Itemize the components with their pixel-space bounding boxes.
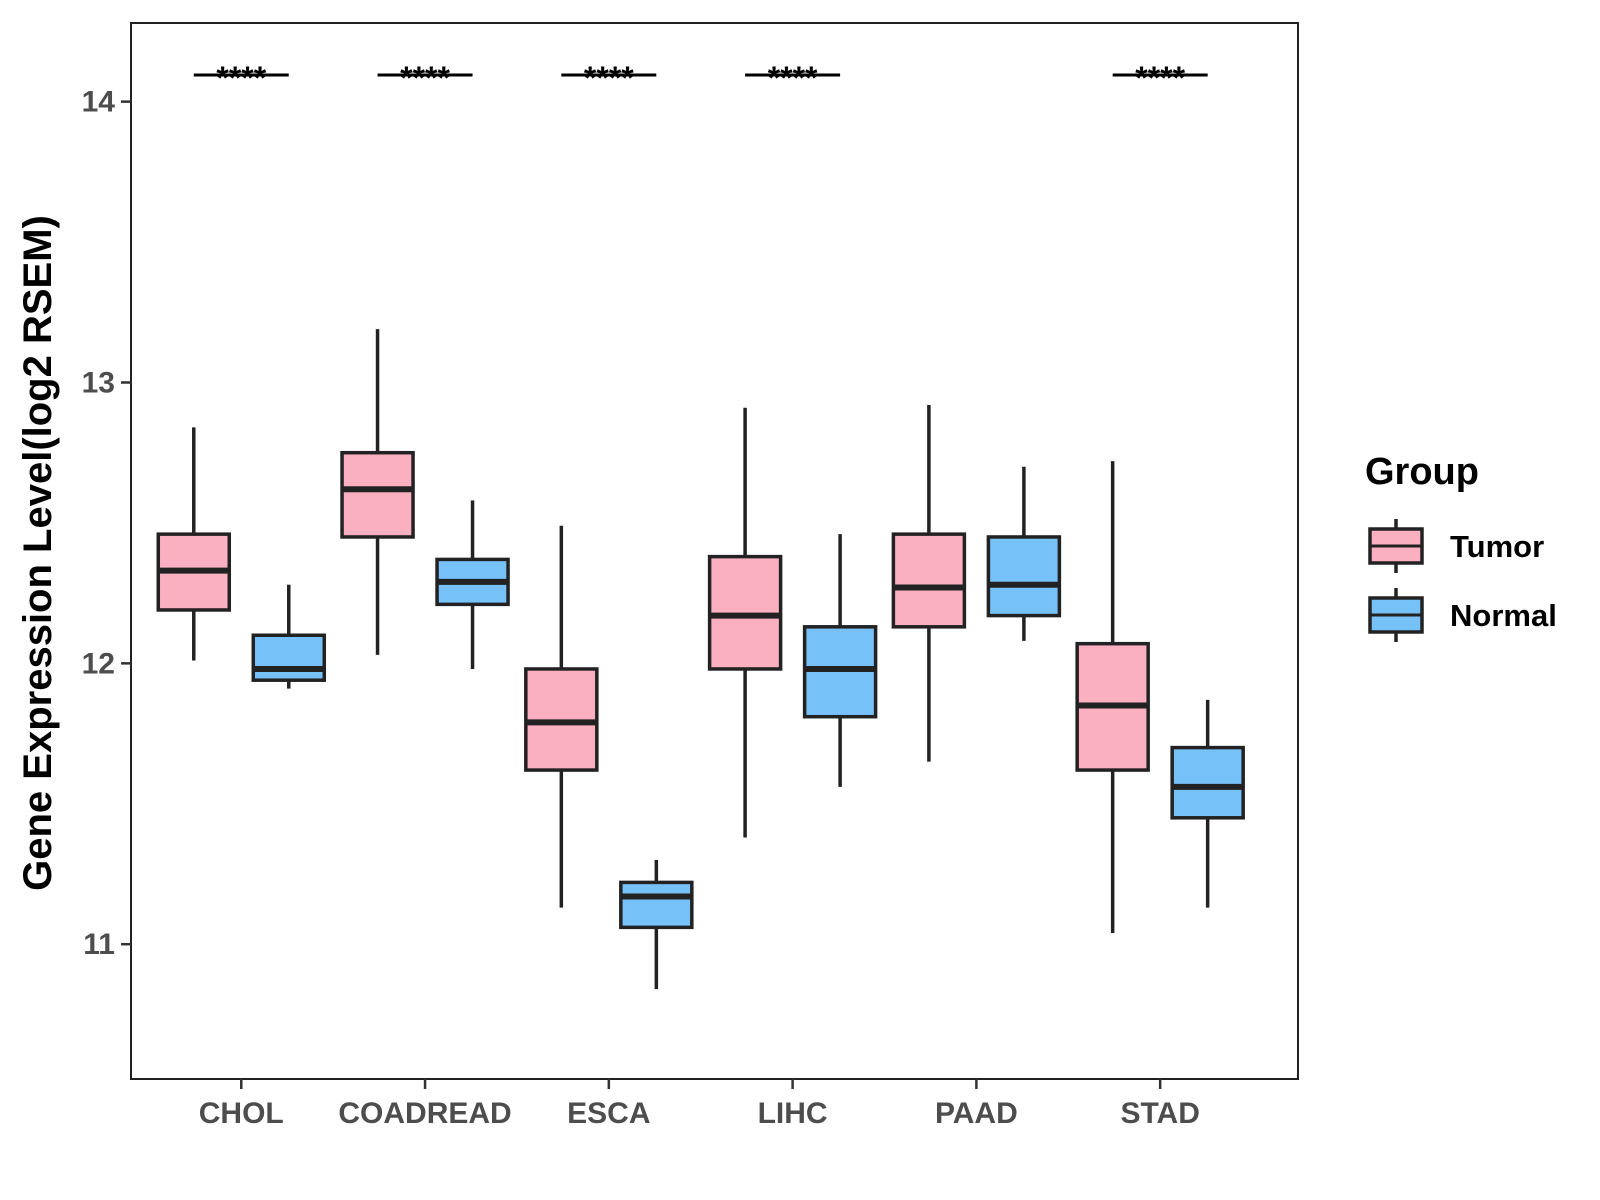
legend-item-normal: Normal — [1368, 588, 1557, 642]
box-normal-coadread — [435, 500, 510, 669]
box-body — [986, 535, 1062, 618]
legend-label: Tumor — [1450, 529, 1544, 564]
significance-label: **** — [1135, 60, 1185, 96]
x-tick-label: STAD — [1120, 1097, 1199, 1130]
box-normal-chol — [251, 584, 327, 689]
box-body — [891, 532, 967, 629]
box-tumor-esca — [524, 525, 599, 908]
box-body — [340, 450, 415, 539]
box-normal-esca — [619, 859, 694, 990]
plot-panel — [130, 22, 1299, 1080]
box-tumor-paad — [891, 404, 967, 762]
x-tick-label: PAAD — [935, 1097, 1018, 1130]
y-tick-label: 14 — [82, 86, 116, 119]
legend-item-tumor: Tumor — [1368, 519, 1544, 573]
legend-label: Normal — [1450, 598, 1557, 633]
box-body — [619, 880, 694, 930]
y-tick-label: 12 — [82, 647, 115, 680]
box-tumor-coadread — [340, 329, 415, 655]
x-tick-label: LIHC — [758, 1097, 828, 1130]
significance-label: **** — [400, 60, 450, 96]
legend-title: Group — [1365, 451, 1479, 493]
box-normal-stad — [1170, 699, 1245, 908]
y-tick-label: 13 — [82, 366, 115, 399]
significance-label: **** — [584, 60, 634, 96]
y-tick-label: 11 — [83, 928, 115, 961]
box-normal-lihc — [802, 534, 878, 787]
x-tick-label: COADREAD — [338, 1097, 511, 1130]
x-tick-label: ESCA — [567, 1097, 650, 1130]
x-tick-label: CHOL — [199, 1097, 284, 1130]
significance-label: **** — [768, 60, 818, 96]
box-body — [1170, 745, 1245, 820]
box-tumor-chol — [156, 427, 232, 661]
box-tumor-stad — [1075, 461, 1150, 933]
box-body — [251, 633, 327, 682]
box-tumor-lihc — [707, 407, 783, 838]
y-axis-title: Gene Expression Level(log2 RSEM) — [16, 215, 60, 891]
significance-label: **** — [216, 60, 266, 96]
box-normal-paad — [986, 466, 1062, 641]
